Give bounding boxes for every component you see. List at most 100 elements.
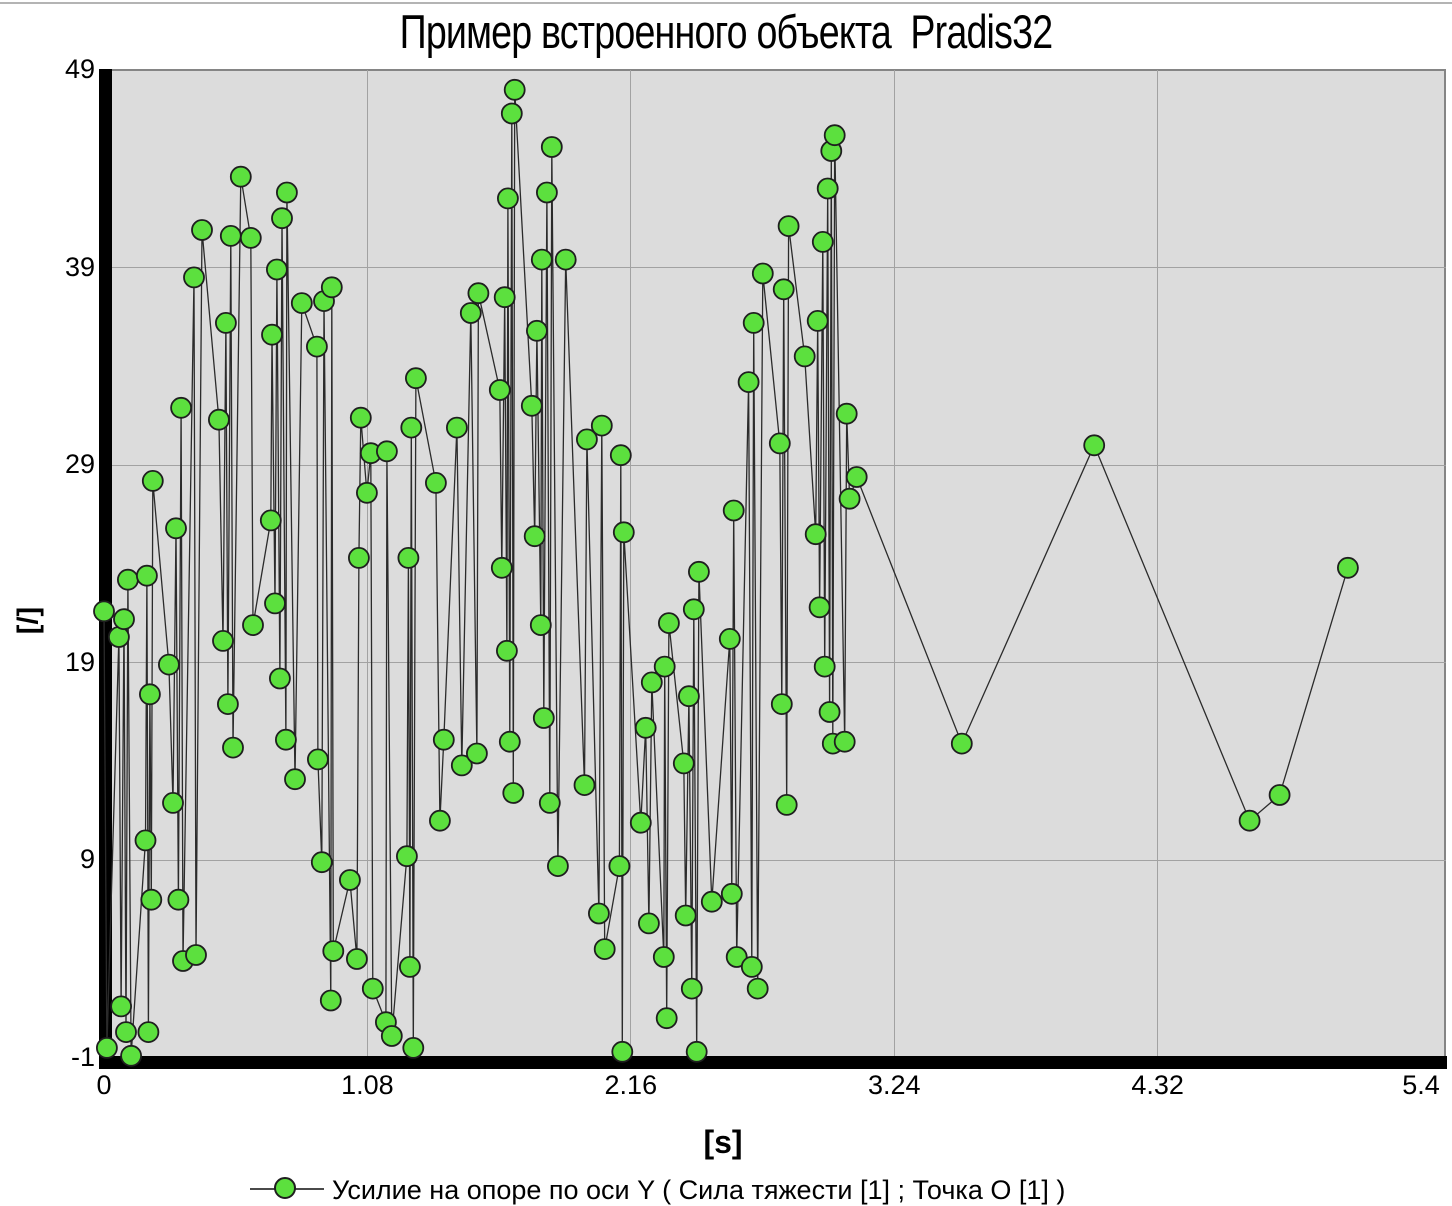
data-point — [290, 292, 313, 315]
window-top-border — [0, 2, 1452, 4]
data-point — [395, 845, 418, 868]
data-point — [264, 592, 286, 615]
data-point — [488, 379, 511, 401]
y-tick-label: 29 — [64, 449, 95, 480]
data-point — [1083, 434, 1106, 457]
data-point — [271, 207, 293, 230]
x-tick-label: 4.32 — [1131, 1070, 1184, 1100]
data-point — [725, 946, 748, 968]
data-point — [538, 792, 561, 814]
data-point — [138, 683, 161, 706]
data-point — [402, 1037, 425, 1059]
data-point — [265, 258, 288, 281]
data-point — [653, 655, 676, 678]
y-tick-label: 49 — [64, 54, 95, 84]
data-point — [547, 855, 569, 877]
data-point — [845, 466, 868, 488]
data-point — [400, 416, 423, 439]
data-point — [432, 728, 455, 751]
data-point — [772, 278, 795, 301]
data-point — [380, 1025, 403, 1047]
data-point — [672, 752, 695, 775]
data-point — [718, 628, 741, 650]
data-point — [229, 165, 252, 188]
data-point — [658, 612, 680, 634]
legend-marker-icon — [274, 1177, 296, 1199]
data-point — [609, 444, 632, 467]
data-point — [274, 728, 297, 751]
data-point — [526, 319, 548, 342]
x-tick-label: 5.4 — [1402, 1070, 1440, 1100]
data-point — [768, 432, 791, 455]
data-point — [445, 416, 468, 439]
h-gridline — [111, 267, 1446, 269]
data-point — [588, 902, 610, 925]
data-point — [612, 521, 635, 544]
data-point — [216, 693, 239, 715]
data-point — [742, 311, 765, 334]
data-point — [685, 1040, 708, 1063]
data-point — [141, 469, 164, 492]
data-point — [950, 732, 973, 755]
data-point — [459, 302, 482, 324]
data-point — [611, 1040, 634, 1063]
x-tick-label: 3.24 — [867, 1070, 921, 1100]
data-point — [720, 882, 743, 905]
data-point — [590, 414, 613, 437]
data-point — [838, 487, 861, 510]
data-point — [428, 809, 451, 832]
plot-area — [104, 69, 1446, 1057]
data-point — [239, 226, 262, 249]
data-point — [530, 248, 553, 271]
data-point — [219, 224, 242, 247]
data-point — [375, 440, 398, 463]
data-point — [640, 671, 663, 694]
data-point — [310, 851, 333, 874]
data-point — [682, 598, 705, 621]
data-point — [191, 219, 213, 241]
data-point — [185, 944, 207, 966]
data-point — [214, 311, 237, 334]
data-point — [751, 262, 774, 285]
data-point — [496, 187, 519, 210]
v-gridline — [1157, 70, 1159, 1056]
data-point — [361, 977, 384, 1000]
data-point — [737, 371, 760, 394]
data-point — [1268, 784, 1291, 806]
data-point — [338, 869, 361, 891]
h-gridline — [111, 464, 1446, 466]
data-point — [532, 707, 555, 729]
data-point — [498, 730, 521, 753]
data-point — [804, 523, 827, 546]
data-line — [103, 89, 1349, 1056]
data-point — [113, 608, 135, 631]
data-point — [349, 406, 372, 429]
data-point — [793, 345, 816, 368]
data-point — [115, 1021, 137, 1043]
data-point — [398, 956, 421, 978]
data-point — [629, 811, 652, 834]
data-point — [813, 655, 836, 678]
data-point — [140, 888, 163, 911]
data-point — [529, 614, 552, 636]
y-axis-line — [99, 69, 112, 1058]
data-point — [397, 547, 420, 569]
data-point — [652, 946, 675, 968]
v-gridline — [893, 70, 895, 1056]
data-point — [93, 600, 115, 623]
x-tick-label: 2.16 — [604, 1070, 658, 1100]
data-point — [688, 560, 710, 583]
y-tick-label: 19 — [64, 646, 95, 677]
data-point — [424, 471, 447, 494]
data-point — [500, 102, 523, 125]
data-point — [135, 564, 158, 587]
data-point — [120, 1044, 143, 1067]
data-point — [345, 948, 368, 970]
data-point — [576, 428, 598, 451]
data-point — [1238, 809, 1261, 832]
data-point — [165, 517, 187, 540]
data-point — [680, 977, 703, 1000]
data-point — [465, 742, 488, 765]
h-gridline — [111, 662, 1446, 664]
